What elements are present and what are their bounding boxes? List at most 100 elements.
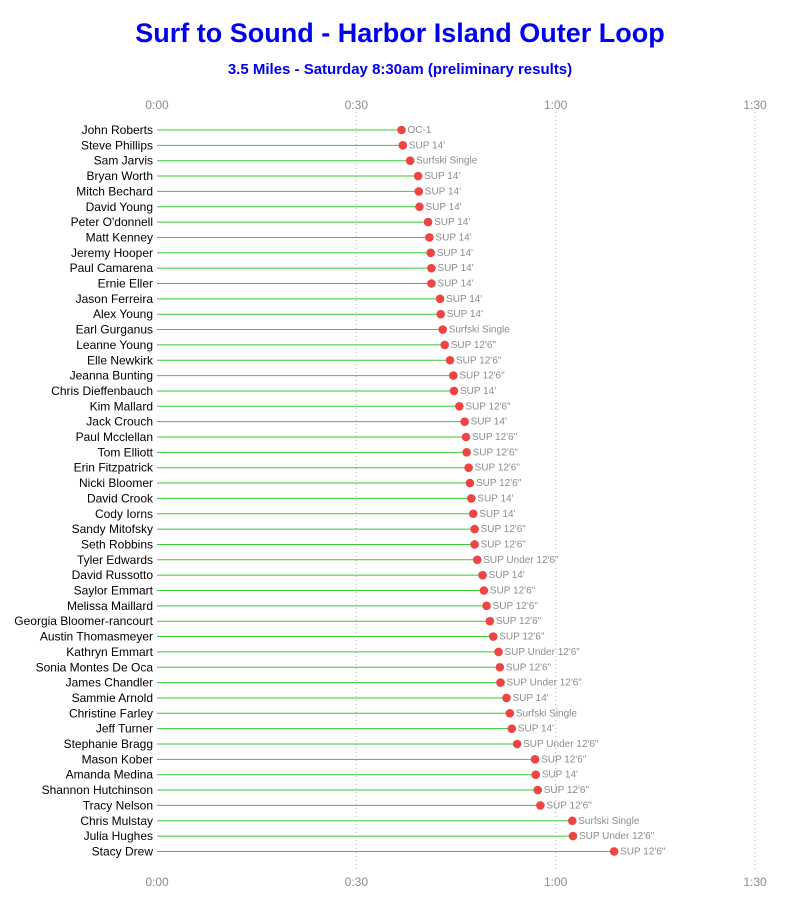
racer-row: Stacy Drew SUP 12'6": [92, 844, 666, 858]
racer-row: Elle Newkirk SUP 12'6": [87, 353, 502, 367]
time-marker: [427, 279, 436, 288]
class-label: SUP 14': [425, 202, 461, 213]
time-marker: [398, 141, 408, 150]
racer-name: Sam Jarvis: [94, 154, 153, 168]
racer-name: Kathryn Emmart: [66, 645, 153, 659]
class-label: Surfski Single: [578, 816, 640, 827]
class-label: SUP Under 12'6": [507, 678, 583, 689]
class-label: SUP 14': [447, 309, 483, 320]
time-marker: [414, 187, 424, 196]
time-marker: [425, 233, 434, 242]
racer-row: Sammie Arnold SUP 14': [72, 691, 549, 705]
racer-row: James Chandler SUP Under 12'6": [66, 676, 583, 690]
racer-row: Jason Ferreira SUP 14': [76, 292, 483, 306]
racer-row: Leanne Young SUP 12'6": [76, 338, 496, 352]
time-marker: [449, 371, 458, 380]
time-marker: [438, 325, 448, 334]
racer-name: Paul Mcclellan: [76, 430, 153, 444]
time-marker: [505, 709, 515, 718]
racer-name: Christine Farley: [69, 706, 153, 720]
class-label: SUP 12'6": [541, 754, 587, 765]
racer-row: Tyler Edwards SUP Under 12'6": [77, 553, 559, 567]
time-marker: [502, 693, 511, 703]
racer-name: Jeanna Bunting: [70, 369, 153, 383]
time-marker: [530, 755, 540, 764]
racer-name: Ernie Eller: [98, 277, 153, 291]
racer-name: Mitch Bechard: [76, 184, 153, 198]
racer-row: Chris Mulstay Surfski Single: [80, 814, 640, 828]
top-axis: 0:00 0:30 1:00 1:30: [145, 98, 767, 112]
class-label: Surfski Single: [449, 325, 511, 336]
racer-row: Austin Thomasmeyer SUP 12'6": [40, 630, 545, 644]
racer-row: Erin Fitzpatrick SUP 12'6": [74, 461, 521, 475]
class-label: SUP 14': [437, 279, 473, 290]
chart-title: Surf to Sound - Harbor Island Outer Loop: [135, 18, 665, 48]
bottom-tick-label: 1:30: [743, 875, 767, 889]
class-label: SUP 12'6": [465, 401, 511, 412]
racer-name: Melissa Maillard: [67, 599, 153, 613]
racer-row: Mason Kober SUP 12'6": [82, 752, 587, 766]
class-label: SUP 12'6": [506, 662, 552, 673]
racer-row: Nicki Bloomer SUP 12'6": [79, 476, 522, 490]
racer-row: Tracy Nelson SUP 12'6": [83, 798, 592, 812]
time-marker: [496, 678, 505, 687]
class-label: SUP 14': [518, 724, 554, 735]
racer-row: Cody Iorns SUP 14': [95, 507, 516, 521]
time-marker: [405, 156, 415, 165]
racer-row: Amanda Medina SUP 14': [66, 768, 578, 782]
class-label: SUP 14': [489, 570, 525, 581]
class-label: SUP 14': [446, 294, 482, 305]
time-marker: [482, 601, 491, 611]
racer-name: Tyler Edwards: [77, 553, 153, 567]
class-label: SUP 12'6": [493, 601, 539, 612]
racer-row: Kathryn Emmart SUP Under 12'6": [66, 645, 580, 659]
bottom-tick-label: 1:00: [544, 875, 568, 889]
racer-name: Georgia Bloomer-rancourt: [14, 614, 153, 628]
racer-row: Christine Farley Surfski Single: [69, 706, 577, 720]
racer-name: David Russotto: [72, 568, 154, 582]
class-label: SUP 12'6": [490, 586, 536, 597]
racer-row: David Young SUP 14': [86, 200, 462, 214]
time-marker: [427, 263, 436, 273]
class-label: SUP 12'6": [475, 463, 521, 474]
class-label: SUP 12'6": [499, 632, 545, 643]
class-label: Surfski Single: [516, 708, 578, 719]
racer-row: Sam Jarvis Surfski Single: [94, 154, 478, 168]
top-tick-label: 1:30: [743, 98, 767, 112]
racer-name: Amanda Medina: [66, 768, 154, 782]
class-label: SUP Under 12'6": [579, 831, 655, 842]
chart-subtitle: 3.5 Miles - Saturday 8:30am (preliminary…: [227, 61, 573, 78]
time-marker: [435, 294, 445, 304]
class-label: SUP 14': [435, 232, 471, 243]
racer-row: David Crook SUP 14': [87, 491, 514, 505]
time-marker: [479, 586, 489, 595]
class-label: SUP 14': [437, 248, 473, 259]
racer-name: Steve Phillips: [81, 138, 153, 152]
racer-name: Leanne Young: [76, 338, 153, 352]
racer-name: Tom Elliott: [98, 445, 154, 459]
racer-name: John Roberts: [82, 123, 153, 137]
racer-name: Matt Kenney: [86, 230, 153, 244]
time-marker: [460, 417, 469, 426]
time-marker: [536, 801, 545, 810]
racer-name: Alex Young: [93, 307, 153, 321]
racer-row: Kim Mallard SUP 12'6": [90, 399, 511, 413]
racer-row: Jeff Turner SUP 14': [96, 722, 554, 736]
racer-row: Julia Hughes SUP Under 12'6": [84, 829, 655, 843]
racer-row: Matt Kenney SUP 14': [86, 230, 472, 244]
class-label: SUP 12'6": [459, 371, 505, 382]
racer-name: Seth Robbins: [81, 537, 153, 551]
racer-row: Bryan Worth SUP 14': [87, 169, 461, 183]
time-marker: [461, 432, 471, 442]
racer-name: Mason Kober: [82, 752, 153, 766]
time-marker: [426, 248, 436, 258]
class-label: SUP 14': [437, 263, 473, 274]
racer-name: Cody Iorns: [95, 507, 153, 521]
time-marker: [512, 739, 522, 749]
class-label: SUP 12'6": [481, 524, 527, 535]
racer-row: Georgia Bloomer-rancourt SUP 12'6": [14, 614, 541, 628]
class-label: SUP 12'6": [546, 800, 592, 811]
racer-row: Seth Robbins SUP 12'6": [81, 537, 526, 551]
racer-row: Alex Young SUP 14': [93, 307, 483, 321]
